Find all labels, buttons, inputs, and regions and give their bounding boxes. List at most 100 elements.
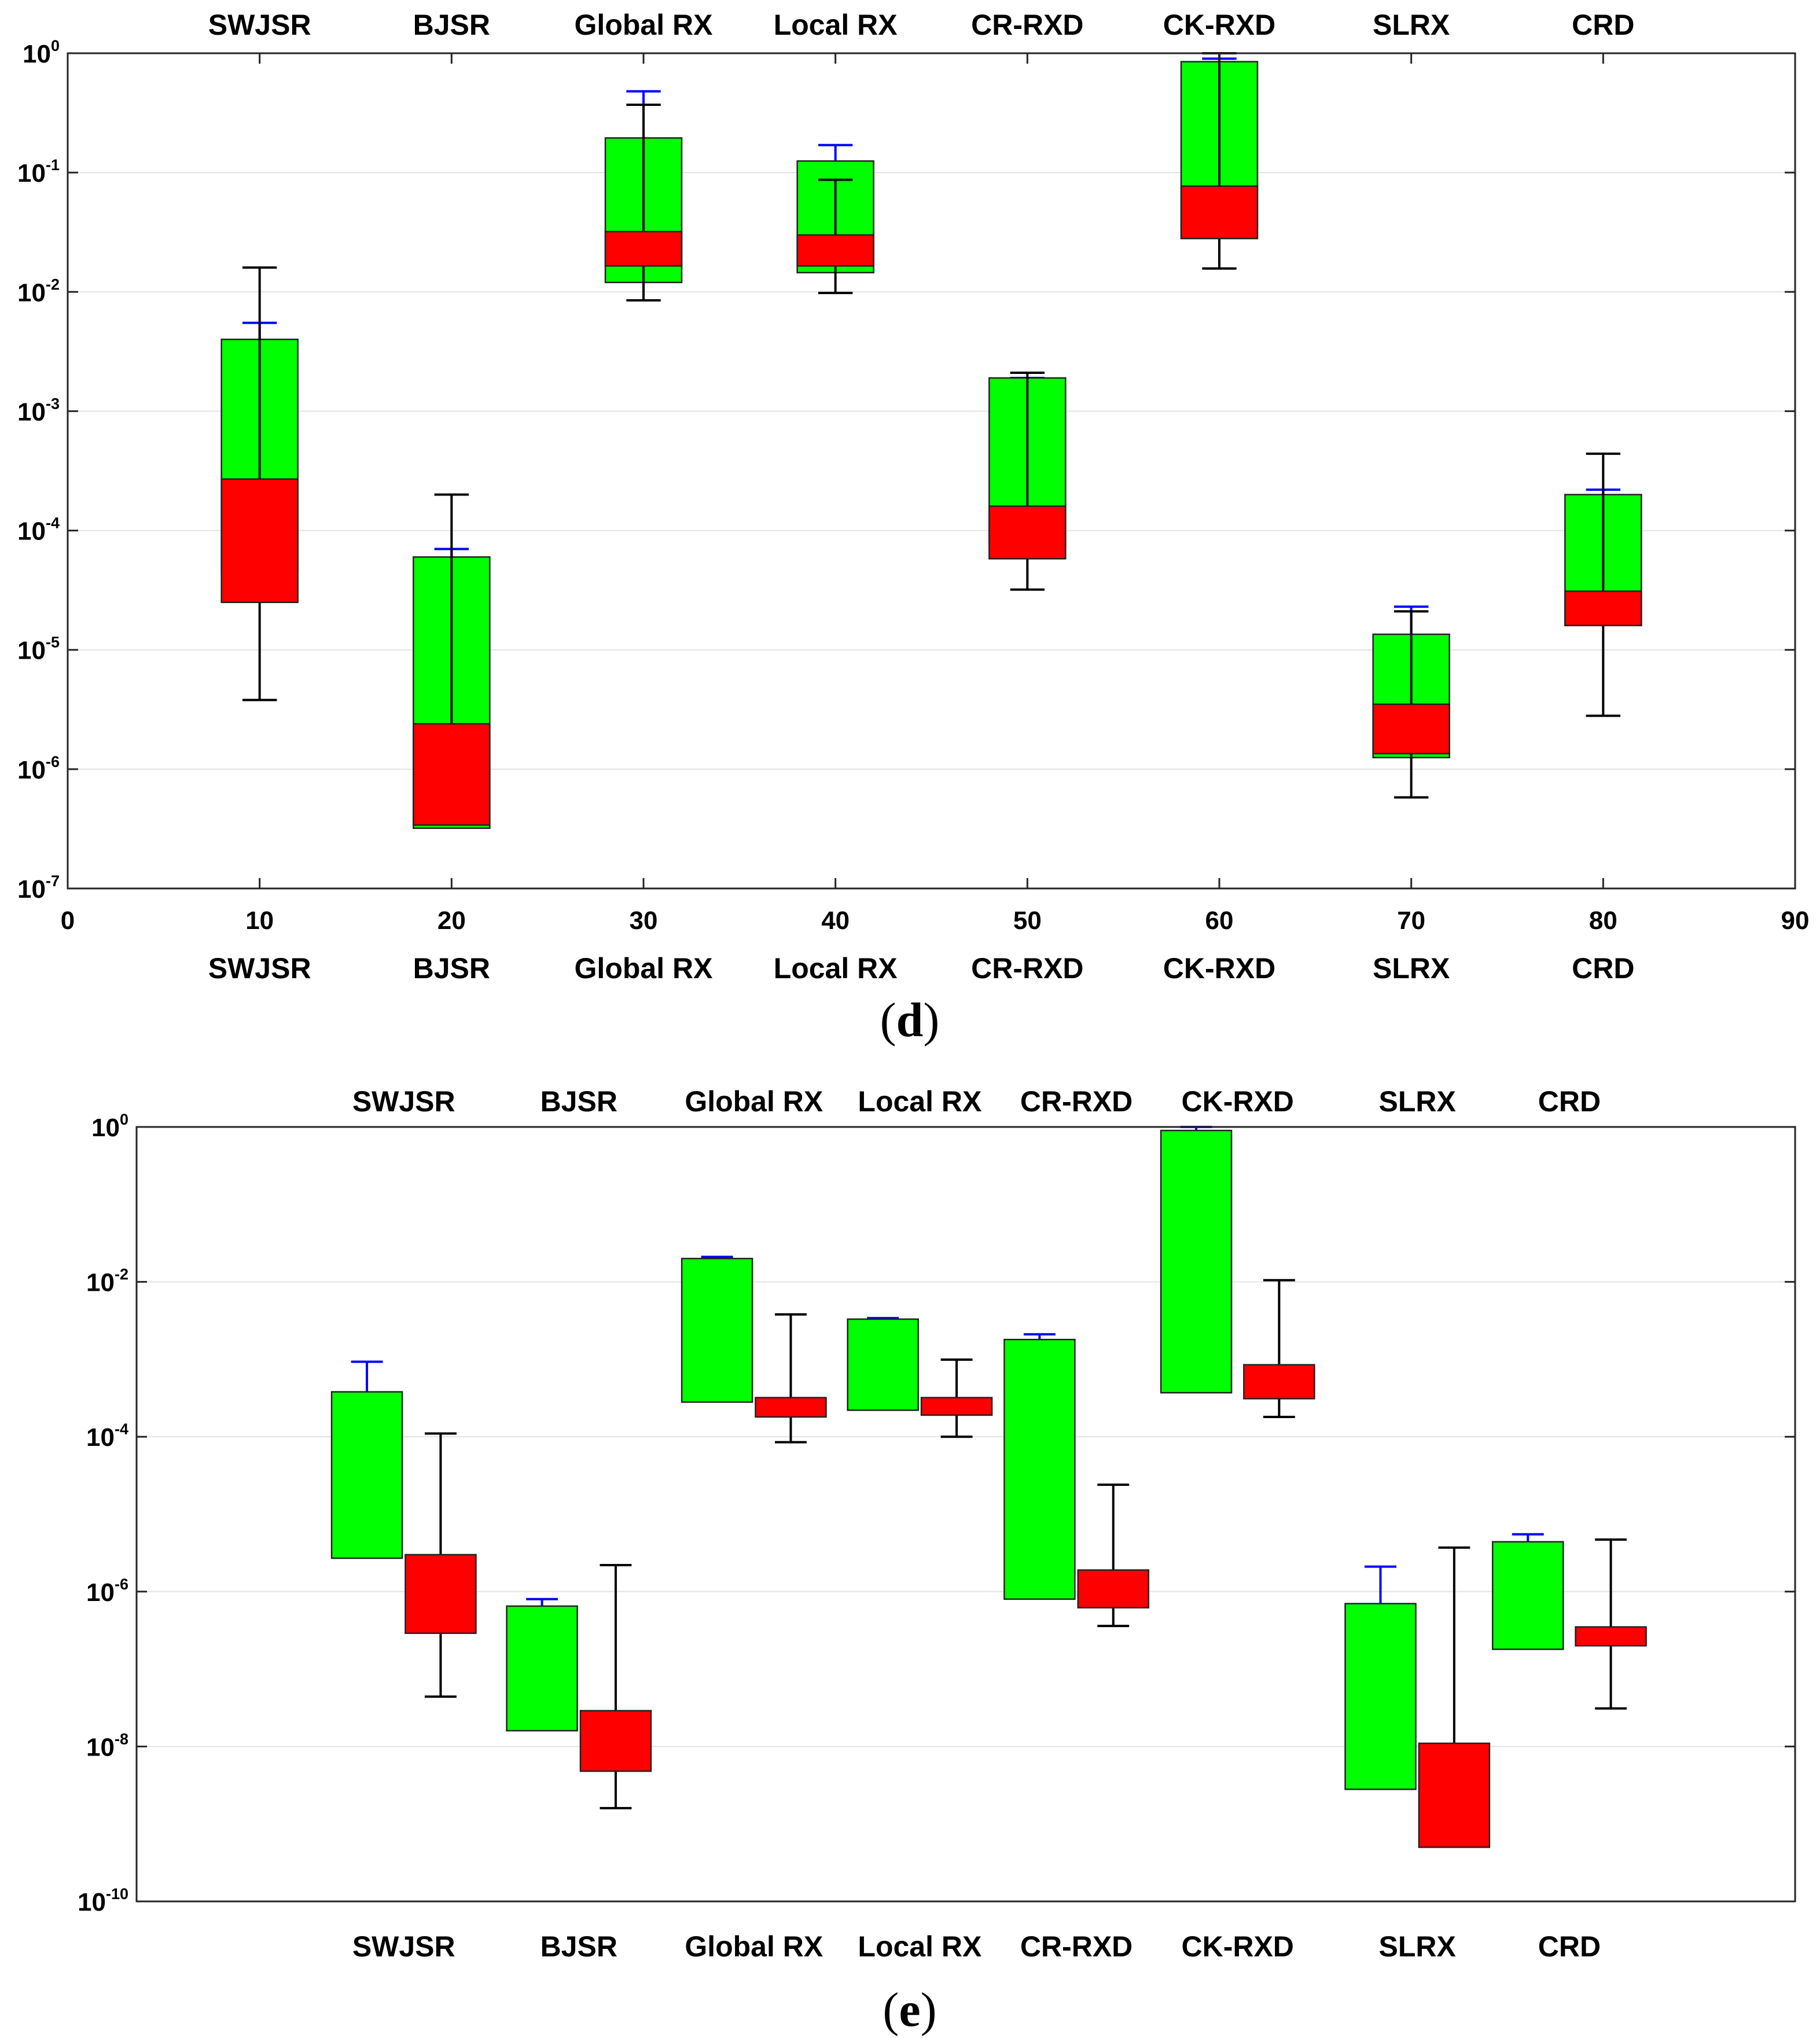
bottom-category-label: BJSR — [413, 952, 490, 985]
red-whisker-local-rx — [940, 1358, 973, 1438]
top-category-label: Local RX — [858, 1085, 981, 1118]
bottom-category-label: SLRX — [1373, 952, 1450, 985]
bottom-category-label: SWJSR — [352, 1930, 455, 1963]
top-category-label: CK-RXD — [1181, 1085, 1293, 1118]
green-box-bjsr — [506, 1605, 578, 1732]
red-box-cr-rxd — [1077, 1569, 1150, 1609]
bottom-category-label: CR-RXD — [1020, 1930, 1133, 1963]
red-box-global-rx — [604, 230, 683, 267]
bottom-category-label: Local RX — [774, 952, 898, 985]
top-category-label: CRD — [1538, 1085, 1601, 1118]
y-tick-label: 10-1 — [17, 156, 60, 188]
red-box-swjsr — [220, 478, 299, 603]
plot-frame — [135, 1126, 1796, 1903]
red-box-bjsr — [413, 723, 491, 826]
top-category-label: CR-RXD — [1020, 1085, 1133, 1118]
bottom-category-label: SWJSR — [208, 952, 311, 985]
y-tick-label: 10-6 — [86, 1576, 128, 1607]
x-tick-label: 40 — [821, 906, 850, 935]
caption-e: (e) — [883, 1983, 936, 2037]
y-tick-label: 10-7 — [17, 872, 60, 904]
green-whisker-local-rx — [818, 144, 853, 161]
top-category-label: SLRX — [1373, 9, 1450, 41]
red-whisker-global-rx — [775, 1313, 807, 1444]
x-tick-label: 70 — [1397, 906, 1425, 935]
y-tick-label: 10-4 — [86, 1420, 128, 1452]
top-category-label: CR-RXD — [971, 9, 1083, 41]
x-tick-label: 30 — [630, 906, 658, 935]
x-tick-label: 80 — [1589, 906, 1617, 935]
green-whisker-bjsr — [526, 1598, 558, 1606]
red-box-crd — [1575, 1626, 1647, 1647]
top-category-label: Local RX — [774, 9, 898, 41]
red-box-bjsr — [579, 1710, 652, 1772]
caption-d: (d) — [880, 993, 940, 1047]
bottom-category-label: CRD — [1572, 952, 1634, 985]
x-tick-label: 90 — [1781, 906, 1810, 935]
red-whisker-swjsr — [424, 1432, 457, 1698]
red-whisker-crd — [1595, 1538, 1627, 1710]
green-box-ck-rxd — [1160, 1129, 1233, 1394]
green-whisker-cr-rxd — [1023, 1333, 1056, 1340]
x-tick-label: 10 — [245, 906, 274, 935]
red-whisker-slrx — [1394, 610, 1429, 799]
red-whisker-local-rx — [818, 178, 853, 295]
green-box-cr-rxd — [1003, 1338, 1076, 1600]
top-category-label: SWJSR — [352, 1085, 455, 1118]
plot-frame — [67, 52, 1796, 890]
y-tick-label: 10-3 — [17, 395, 60, 426]
red-box-local-rx — [796, 234, 874, 267]
red-box-local-rx — [920, 1397, 993, 1416]
y-tick-label: 100 — [23, 37, 60, 68]
red-whisker-crd — [1586, 452, 1621, 717]
chart-panel-d: 10-7 10-6 10-5 10-4 10-3 10-2 10-1 100 0 10 20 30 40… — [17, 9, 1809, 985]
top-category-label: CK-RXD — [1163, 9, 1275, 41]
green-whisker-slrx — [1365, 1565, 1396, 1604]
red-whisker-bjsr — [600, 1563, 632, 1809]
red-whisker-global-rx — [626, 104, 661, 302]
bottom-category-label: Local RX — [858, 1930, 981, 1963]
red-box-ck-rxd — [1243, 1364, 1315, 1400]
top-category-label: CRD — [1572, 9, 1634, 41]
red-box-slrx — [1418, 1742, 1491, 1848]
x-tick-label: 20 — [437, 906, 466, 935]
top-category-label: SWJSR — [208, 9, 311, 41]
x-tick-label: 60 — [1205, 906, 1234, 935]
green-box-swjsr — [330, 1391, 403, 1559]
y-tick-label: 100 — [91, 1111, 128, 1142]
bottom-category-label: CK-RXD — [1163, 952, 1275, 985]
red-box-swjsr — [405, 1554, 477, 1634]
green-box-crd — [1492, 1541, 1564, 1650]
y-tick-label: 10-10 — [78, 1885, 128, 1916]
y-tick-label: 10-8 — [86, 1730, 128, 1761]
bottom-category-label: BJSR — [541, 1930, 617, 1963]
x-tick-label: 0 — [61, 906, 75, 935]
top-category-label: BJSR — [413, 9, 490, 41]
red-box-crd — [1564, 590, 1642, 626]
top-category-label: Global RX — [575, 9, 713, 41]
green-whisker-crd — [1512, 1533, 1544, 1542]
green-box-global-rx — [681, 1258, 753, 1403]
bottom-category-label: CRD — [1538, 1930, 1601, 1963]
red-whisker-slrx — [1438, 1546, 1470, 1743]
bottom-category-label: CK-RXD — [1181, 1930, 1293, 1963]
y-tick-label: 10-4 — [17, 515, 60, 546]
red-whisker-bjsr — [434, 493, 469, 724]
bottom-category-label: SLRX — [1379, 1930, 1456, 1963]
red-whisker-cr-rxd — [1010, 372, 1045, 591]
bottom-category-label: Global RX — [575, 952, 713, 985]
y-tick-label: 10-2 — [86, 1266, 128, 1297]
red-box-ck-rxd — [1180, 185, 1259, 240]
top-category-label: Global RX — [685, 1085, 823, 1118]
red-box-slrx — [1372, 703, 1450, 755]
top-category-label: BJSR — [541, 1085, 617, 1118]
y-tick-label: 10-6 — [17, 753, 60, 784]
y-tick-label: 10-2 — [17, 276, 60, 307]
green-whisker-swjsr — [351, 1360, 383, 1392]
red-whisker-ck-rxd — [1263, 1279, 1295, 1419]
chart-panel-e: 10-10 10-8 10-6 10-4 10-2 100 SWJSR SWJSR BJSR BJ… — [78, 1085, 1796, 1963]
green-box-local-rx — [847, 1318, 919, 1411]
x-tick-label: 50 — [1013, 906, 1042, 935]
bottom-category-label: CR-RXD — [971, 952, 1083, 985]
